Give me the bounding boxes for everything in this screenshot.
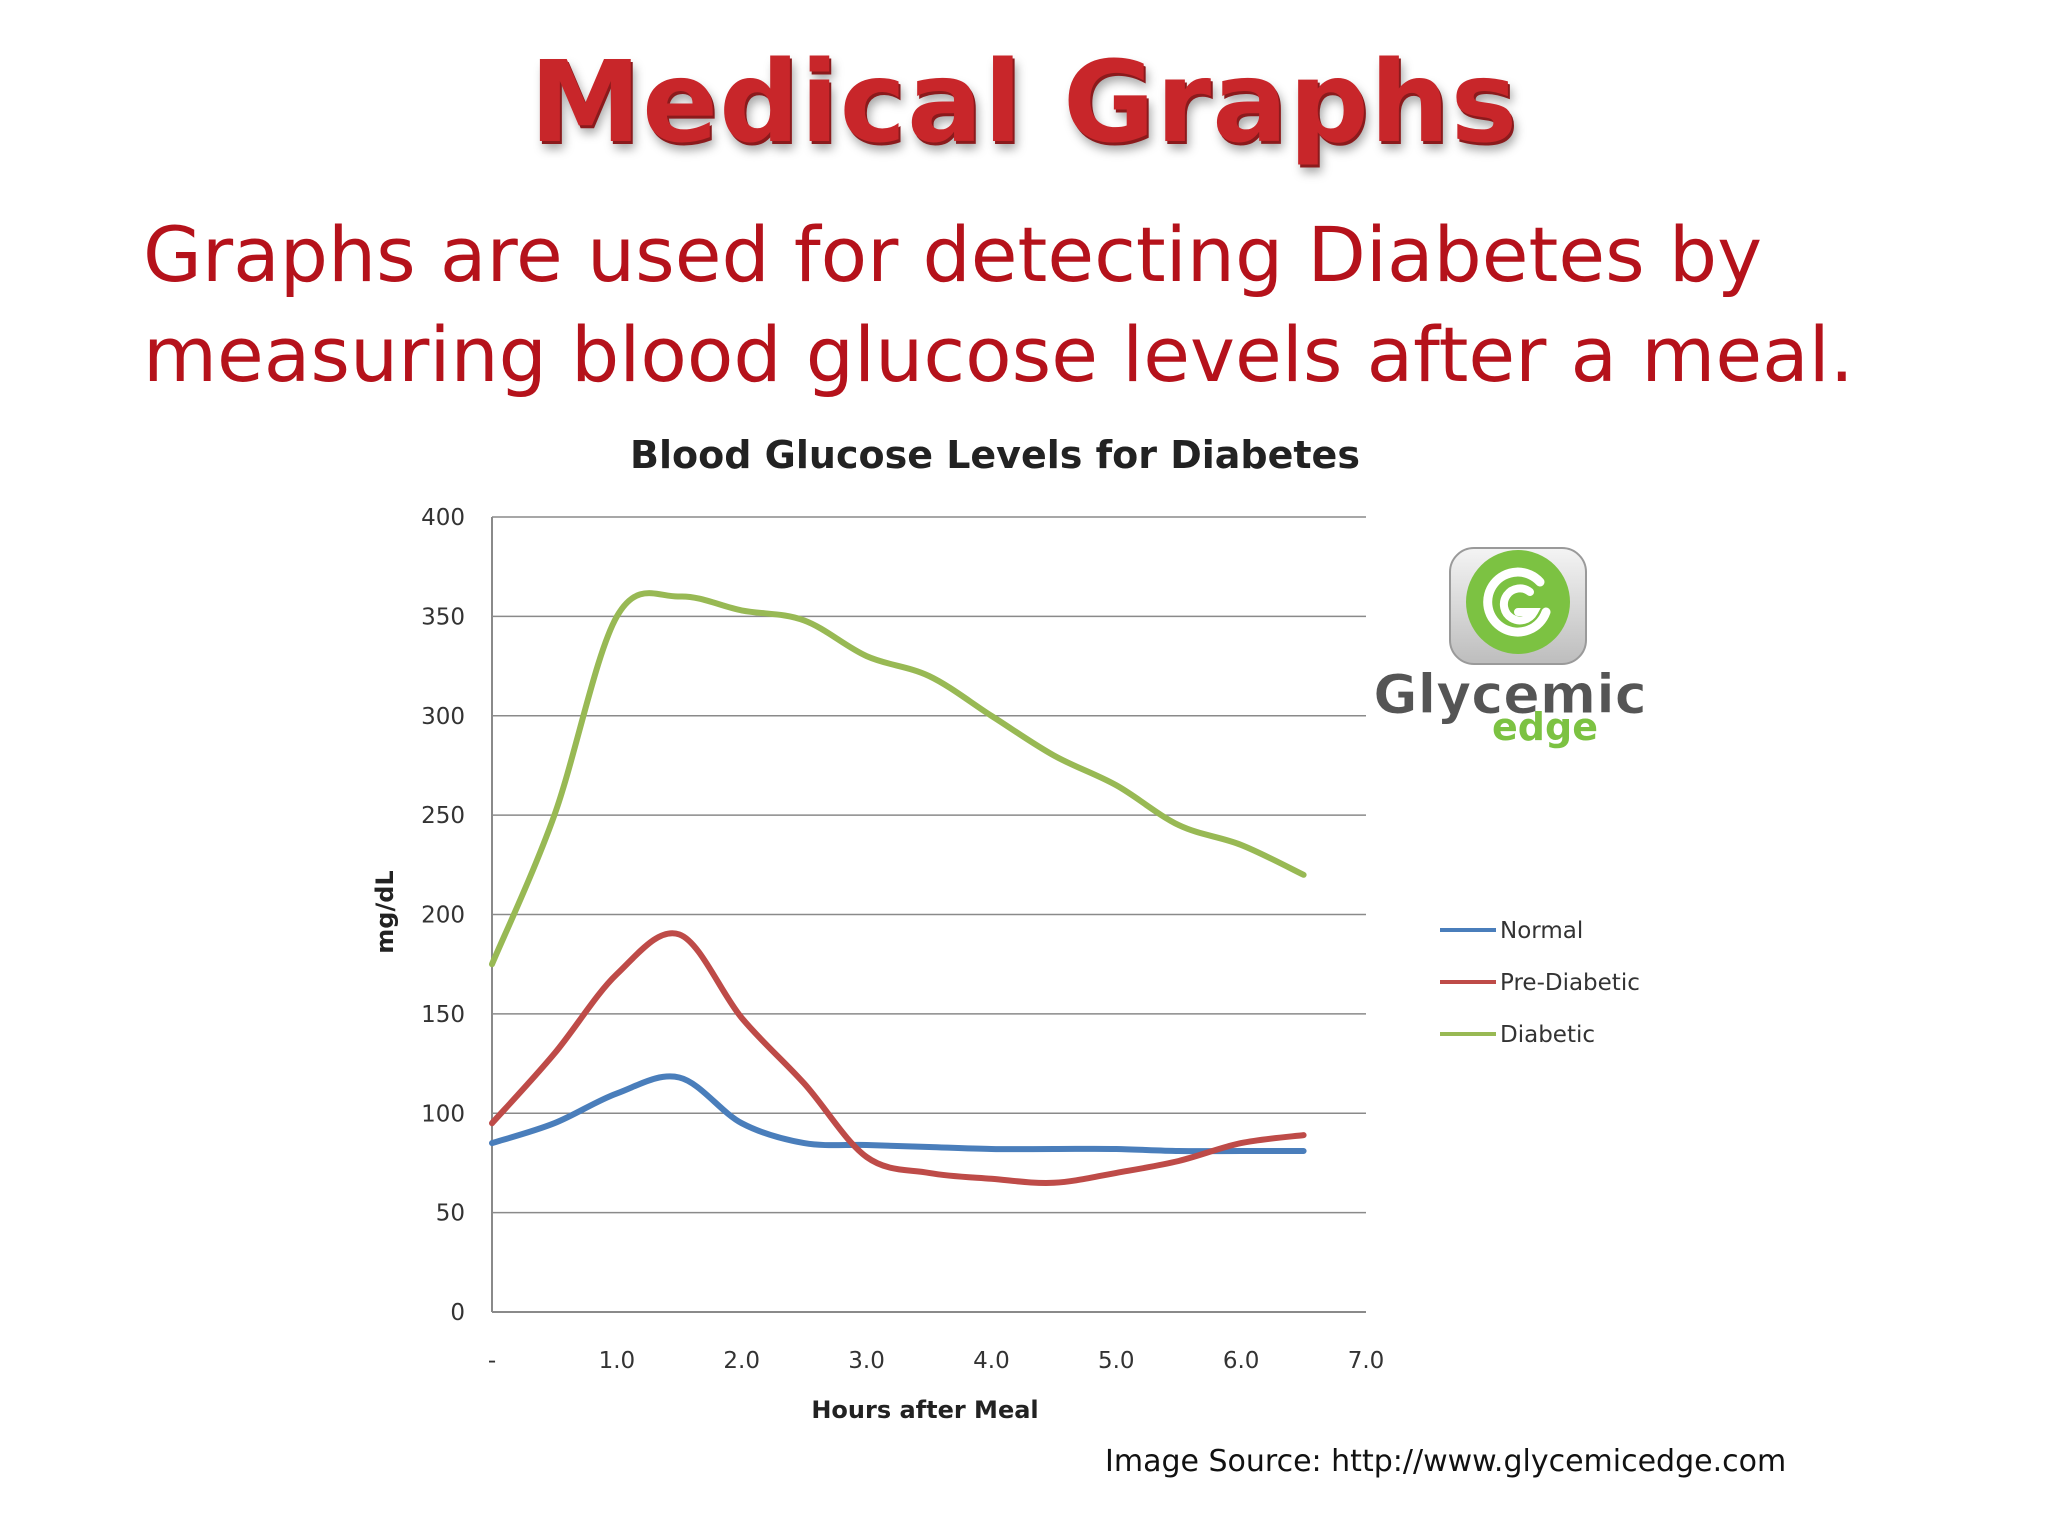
x-tick-label: 3.0 bbox=[848, 1348, 885, 1374]
series-line-normal bbox=[489, 1073, 1307, 1155]
y-tick-label: 300 bbox=[421, 704, 465, 730]
chart-axes bbox=[491, 517, 1366, 1313]
x-axis-label: Hours after Meal bbox=[811, 1396, 1038, 1424]
x-tick-label: 7.0 bbox=[1348, 1348, 1385, 1374]
x-tick-label: 1.0 bbox=[599, 1348, 636, 1374]
x-tick-labels: - 1.0 2.0 3.0 4.0 5.0 6.0 7.0 bbox=[488, 1348, 1384, 1374]
y-tick-label: 350 bbox=[421, 604, 465, 630]
slide-title: Medical Graphs bbox=[529, 38, 1519, 168]
y-tick-label: 50 bbox=[436, 1201, 465, 1227]
y-tick-label: 400 bbox=[421, 505, 465, 531]
y-axis-label: mg/dL bbox=[371, 870, 399, 953]
x-tick-label: 5.0 bbox=[1098, 1348, 1135, 1374]
y-tick-label: 250 bbox=[421, 803, 465, 829]
series-line-diabetic bbox=[489, 590, 1307, 968]
x-tick-label: 2.0 bbox=[723, 1348, 760, 1374]
chart-series bbox=[489, 590, 1307, 1186]
y-tick-label: 100 bbox=[421, 1101, 465, 1127]
legend-label-diabetic: Diabetic bbox=[1500, 1022, 1595, 1048]
x-tick-label: 6.0 bbox=[1223, 1348, 1260, 1374]
logo-swirl-icon bbox=[1466, 550, 1570, 654]
slide-body-line: Graphs are used for detecting Diabetes b… bbox=[143, 210, 1763, 299]
legend-label-normal: Normal bbox=[1500, 918, 1583, 944]
chart-title: Blood Glucose Levels for Diabetes bbox=[630, 433, 1360, 477]
y-tick-labels: 0 50 100 150 200 250 300 350 400 bbox=[421, 505, 465, 1326]
chart-gridlines bbox=[492, 516, 1366, 1214]
y-tick-label: 200 bbox=[421, 903, 465, 929]
logo-wordmark-sub: edge bbox=[1492, 705, 1598, 749]
slide-body-line: measuring blood glucose levels after a m… bbox=[143, 310, 1854, 399]
image-source-credit: Image Source: http://www.glycemicedge.co… bbox=[1105, 1444, 1787, 1479]
glycemic-edge-logo: Glycemic edge bbox=[1373, 547, 1647, 749]
y-tick-label: 0 bbox=[450, 1300, 465, 1326]
x-tick-label: - bbox=[488, 1348, 496, 1374]
legend-label-pre-diabetic: Pre-Diabetic bbox=[1500, 970, 1640, 996]
y-tick-label: 150 bbox=[421, 1002, 465, 1028]
x-tick-label: 4.0 bbox=[973, 1348, 1010, 1374]
logo-wordmark: Glycemic bbox=[1373, 663, 1646, 726]
chart-legend: Normal Pre-Diabetic Diabetic bbox=[1440, 918, 1640, 1048]
series-line-pre-diabetic bbox=[489, 930, 1307, 1186]
slide-body-text: Graphs are used for detecting Diabetes b… bbox=[143, 205, 1993, 405]
